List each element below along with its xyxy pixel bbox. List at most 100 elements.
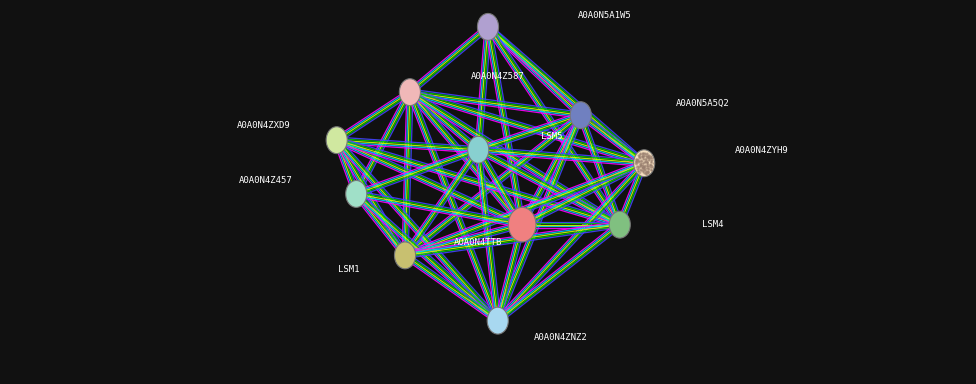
Point (637, 151, 653, 157)
Point (639, 159, 655, 166)
Ellipse shape (399, 79, 421, 106)
Point (635, 166, 651, 172)
Point (640, 164, 656, 170)
Point (630, 168, 646, 174)
Point (635, 150, 651, 156)
Point (638, 170, 654, 177)
Point (634, 165, 650, 171)
Point (629, 156, 644, 162)
Point (637, 170, 653, 176)
Point (632, 154, 648, 160)
Point (639, 161, 655, 167)
Point (629, 157, 644, 163)
Point (634, 153, 650, 159)
Point (640, 161, 656, 167)
Point (644, 157, 660, 164)
Point (638, 151, 654, 157)
Point (641, 156, 657, 162)
Point (630, 165, 645, 171)
Point (631, 161, 647, 167)
Point (630, 157, 645, 163)
Point (631, 153, 647, 159)
Point (637, 166, 653, 172)
Point (636, 164, 652, 170)
Point (643, 164, 659, 170)
Point (635, 152, 651, 158)
Point (638, 153, 654, 159)
Point (634, 154, 650, 160)
Ellipse shape (346, 180, 367, 207)
Point (633, 162, 649, 169)
Point (631, 153, 647, 159)
Point (629, 156, 644, 162)
Text: A0A0N4Z587: A0A0N4Z587 (470, 72, 525, 81)
Point (640, 157, 656, 163)
Point (635, 156, 651, 162)
Point (637, 167, 653, 173)
Point (642, 153, 658, 159)
Point (639, 160, 655, 166)
Point (629, 156, 644, 162)
Point (638, 170, 654, 177)
Point (640, 154, 656, 160)
Point (640, 154, 656, 161)
Point (635, 162, 651, 168)
Point (643, 154, 659, 160)
Point (642, 161, 658, 167)
Ellipse shape (570, 102, 591, 129)
Point (631, 161, 647, 167)
Point (635, 164, 651, 170)
Point (643, 159, 659, 165)
Point (630, 152, 646, 158)
Ellipse shape (477, 13, 499, 40)
Point (633, 153, 649, 159)
Point (637, 151, 653, 157)
Point (637, 169, 653, 175)
Point (628, 159, 643, 166)
Point (635, 168, 651, 174)
Point (635, 159, 651, 166)
Point (644, 163, 660, 169)
Ellipse shape (326, 127, 347, 154)
Point (636, 164, 652, 170)
Text: A0A0N4ZYH9: A0A0N4ZYH9 (734, 146, 789, 155)
Point (639, 169, 655, 175)
Point (631, 154, 647, 160)
Point (636, 156, 652, 162)
Point (640, 169, 656, 175)
Point (631, 162, 647, 169)
Point (640, 168, 656, 174)
Point (633, 157, 649, 164)
Point (632, 169, 648, 175)
Text: A0A0N5A1W5: A0A0N5A1W5 (578, 11, 632, 20)
Point (639, 159, 655, 166)
Point (629, 166, 644, 172)
Point (637, 163, 653, 169)
Point (634, 155, 650, 161)
Point (631, 151, 647, 157)
Point (632, 151, 648, 157)
Ellipse shape (487, 307, 508, 334)
Ellipse shape (609, 211, 630, 238)
Point (638, 154, 654, 160)
Point (639, 162, 655, 168)
Point (638, 165, 654, 171)
Point (630, 158, 646, 164)
Point (636, 166, 652, 172)
Point (640, 166, 656, 172)
Point (633, 150, 649, 156)
Text: A0A0N5A5Q2: A0A0N5A5Q2 (675, 99, 730, 108)
Text: A0A0N4Z457: A0A0N4Z457 (238, 176, 293, 185)
Point (637, 159, 653, 165)
Point (635, 162, 651, 169)
Point (630, 156, 646, 162)
Point (637, 159, 653, 166)
Point (629, 159, 644, 165)
Point (639, 165, 655, 171)
Point (633, 167, 649, 173)
Point (629, 164, 644, 170)
Point (630, 163, 645, 169)
Point (629, 159, 644, 165)
Ellipse shape (468, 136, 489, 163)
Point (632, 150, 648, 156)
